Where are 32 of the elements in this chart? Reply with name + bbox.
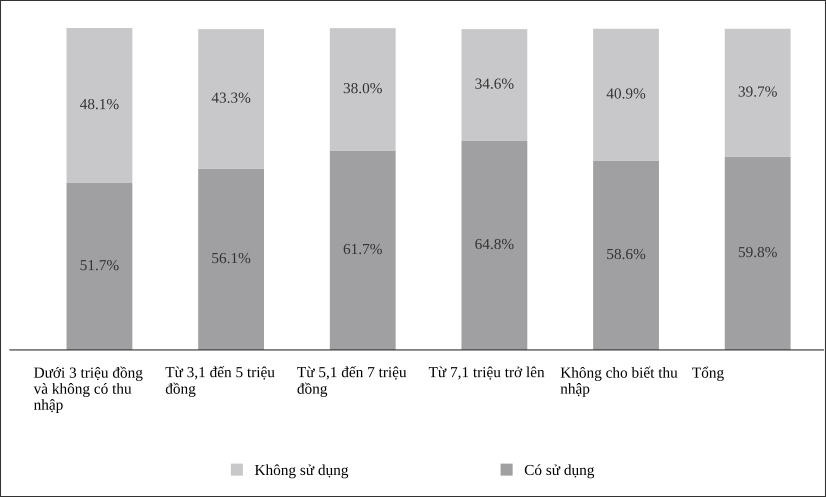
bar	[461, 29, 528, 141]
data-label: 56.1%	[212, 252, 250, 264]
data-label: 48.1%	[80, 98, 119, 110]
bar	[461, 140, 528, 350]
data-label: 38.0%	[344, 82, 382, 94]
bar	[330, 150, 396, 350]
data-label: 61.7%	[344, 244, 382, 254]
x-tick-label: Không cho biết thu nhập	[560, 366, 678, 397]
bar	[66, 183, 132, 350]
data-label: 51.7%	[80, 260, 119, 270]
legend-label: Có sử dụng	[524, 464, 594, 478]
bar	[724, 156, 791, 350]
bar	[724, 28, 791, 157]
x-tick-label: Từ 7,1 triệu trở lên	[428, 366, 544, 380]
data-label: 59.8%	[738, 246, 777, 258]
bar	[66, 28, 132, 184]
bar	[593, 160, 659, 350]
x-tick-label: Từ 3,1 đến 5 triệu đồng	[166, 366, 275, 397]
data-label: 39.7%	[738, 86, 777, 97]
data-label: 64.8%	[475, 238, 514, 250]
bar	[198, 168, 264, 350]
data-label: 40.9%	[606, 88, 646, 99]
data-label: 43.3%	[212, 92, 250, 103]
x-tick-label: Dưới 3 triệu đồng và không có thu nhập	[34, 366, 143, 413]
bar	[198, 29, 264, 169]
legend-label: Không sử dụng	[254, 464, 348, 478]
x-tick-label: Từ 5,1 đến 7 triệu đồng	[297, 366, 406, 397]
data-label: 58.6%	[607, 248, 646, 260]
data-label: 34.6%	[475, 78, 514, 89]
x-tick-label: Tổng	[692, 366, 724, 381]
bar	[593, 28, 659, 161]
bar	[330, 28, 396, 151]
